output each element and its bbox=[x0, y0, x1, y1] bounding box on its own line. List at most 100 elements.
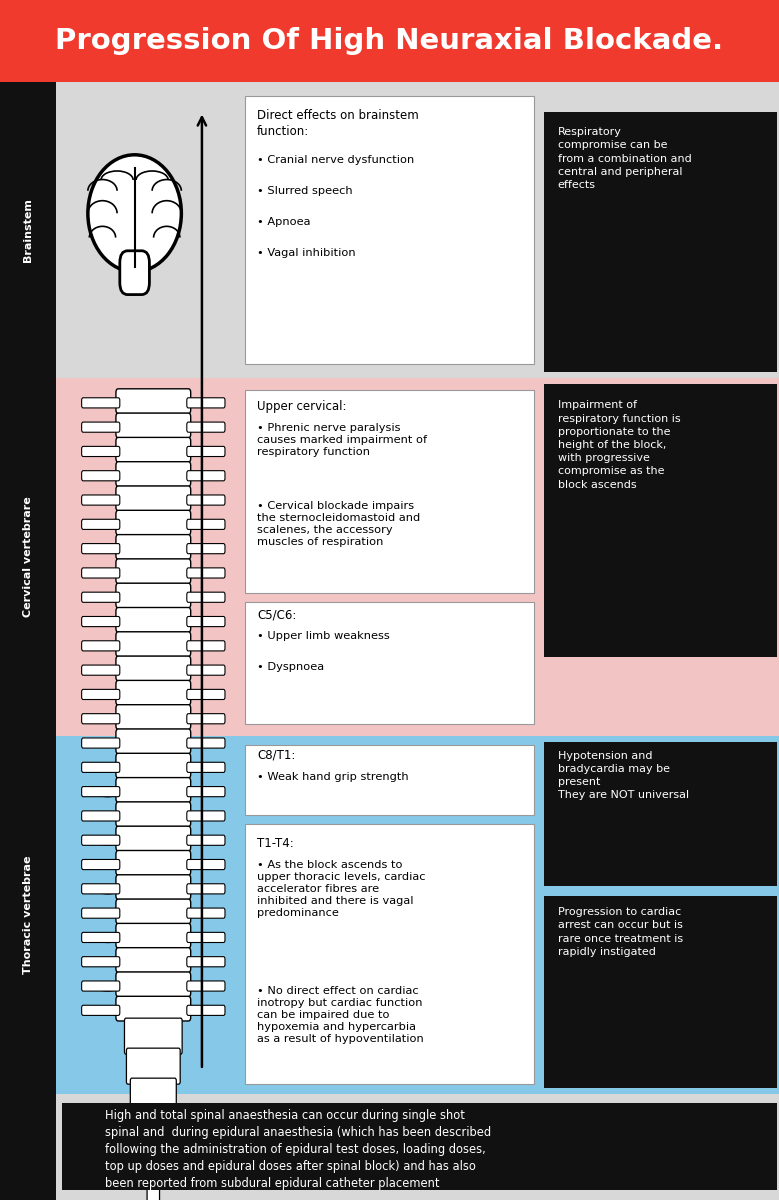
Text: Progression to cardiac
arrest can occur but is
rare once treatment is
rapidly in: Progression to cardiac arrest can occur … bbox=[558, 907, 683, 956]
FancyBboxPatch shape bbox=[187, 835, 225, 845]
FancyBboxPatch shape bbox=[187, 641, 225, 650]
Bar bbox=[0, 0, 779, 82]
FancyBboxPatch shape bbox=[187, 859, 225, 870]
Bar bbox=[0, 82, 56, 1200]
Bar bbox=[56, 378, 779, 736]
FancyBboxPatch shape bbox=[82, 956, 120, 967]
FancyBboxPatch shape bbox=[116, 631, 191, 656]
Text: Thoracic vertebrae: Thoracic vertebrae bbox=[23, 856, 33, 974]
FancyBboxPatch shape bbox=[82, 422, 120, 432]
Bar bbox=[245, 824, 534, 1084]
Text: Hypotension and
bradycardia may be
present
They are NOT universal: Hypotension and bradycardia may be prese… bbox=[558, 750, 689, 800]
FancyBboxPatch shape bbox=[116, 510, 191, 535]
Bar bbox=[62, 1103, 777, 1190]
Ellipse shape bbox=[97, 839, 118, 846]
Text: C8/T1:: C8/T1: bbox=[257, 749, 295, 762]
FancyBboxPatch shape bbox=[116, 389, 191, 414]
FancyBboxPatch shape bbox=[116, 851, 191, 875]
FancyBboxPatch shape bbox=[187, 932, 225, 942]
Bar bbox=[544, 384, 777, 658]
FancyBboxPatch shape bbox=[82, 446, 120, 456]
Text: • Weak hand grip strength: • Weak hand grip strength bbox=[257, 772, 408, 781]
FancyBboxPatch shape bbox=[116, 559, 191, 583]
FancyBboxPatch shape bbox=[82, 689, 120, 700]
FancyBboxPatch shape bbox=[82, 714, 120, 724]
FancyBboxPatch shape bbox=[187, 714, 225, 724]
FancyBboxPatch shape bbox=[116, 899, 191, 924]
Bar bbox=[245, 602, 534, 724]
FancyBboxPatch shape bbox=[116, 996, 191, 1021]
FancyBboxPatch shape bbox=[187, 665, 225, 676]
Text: T1-T4:: T1-T4: bbox=[257, 838, 294, 850]
Bar bbox=[544, 112, 777, 372]
FancyBboxPatch shape bbox=[82, 980, 120, 991]
FancyBboxPatch shape bbox=[125, 1018, 182, 1054]
FancyBboxPatch shape bbox=[116, 535, 191, 559]
FancyBboxPatch shape bbox=[187, 956, 225, 967]
FancyBboxPatch shape bbox=[116, 923, 191, 948]
Text: • No direct effect on cardiac
inotropy but cardiac function
can be impaired due : • No direct effect on cardiac inotropy b… bbox=[257, 986, 424, 1044]
Bar bbox=[56, 1093, 779, 1200]
Text: Cervical vertebrare: Cervical vertebrare bbox=[23, 497, 33, 617]
FancyBboxPatch shape bbox=[187, 980, 225, 991]
Text: • Cranial nerve dysfunction: • Cranial nerve dysfunction bbox=[257, 155, 414, 164]
FancyBboxPatch shape bbox=[82, 883, 120, 894]
Bar bbox=[245, 745, 534, 815]
FancyBboxPatch shape bbox=[147, 1168, 160, 1200]
FancyBboxPatch shape bbox=[82, 932, 120, 942]
FancyBboxPatch shape bbox=[82, 397, 120, 408]
FancyBboxPatch shape bbox=[187, 786, 225, 797]
Text: • Phrenic nerve paralysis
causes marked impairment of
respiratory function: • Phrenic nerve paralysis causes marked … bbox=[257, 422, 427, 457]
FancyBboxPatch shape bbox=[187, 397, 225, 408]
FancyBboxPatch shape bbox=[82, 470, 120, 481]
FancyBboxPatch shape bbox=[116, 607, 191, 632]
FancyBboxPatch shape bbox=[116, 704, 191, 730]
FancyBboxPatch shape bbox=[187, 446, 225, 456]
FancyBboxPatch shape bbox=[82, 738, 120, 748]
Ellipse shape bbox=[97, 984, 118, 991]
Ellipse shape bbox=[97, 790, 118, 797]
Bar bbox=[544, 742, 777, 886]
FancyBboxPatch shape bbox=[116, 413, 191, 438]
FancyBboxPatch shape bbox=[82, 811, 120, 821]
FancyBboxPatch shape bbox=[187, 908, 225, 918]
Ellipse shape bbox=[97, 887, 118, 894]
FancyBboxPatch shape bbox=[82, 494, 120, 505]
FancyBboxPatch shape bbox=[82, 544, 120, 553]
FancyBboxPatch shape bbox=[136, 1108, 171, 1144]
FancyBboxPatch shape bbox=[82, 520, 120, 529]
Bar bbox=[245, 96, 534, 364]
FancyBboxPatch shape bbox=[82, 786, 120, 797]
FancyBboxPatch shape bbox=[116, 462, 191, 486]
FancyBboxPatch shape bbox=[82, 835, 120, 845]
FancyBboxPatch shape bbox=[116, 972, 191, 997]
FancyBboxPatch shape bbox=[187, 811, 225, 821]
Text: • Slurred speech: • Slurred speech bbox=[257, 186, 353, 196]
Bar bbox=[544, 895, 777, 1087]
FancyBboxPatch shape bbox=[116, 948, 191, 972]
Text: • Cervical blockade impairs
the sternocleidomastoid and
scalenes, the accessory
: • Cervical blockade impairs the sternocl… bbox=[257, 502, 420, 547]
Bar bbox=[56, 736, 779, 1093]
Text: Progression Of High Neuraxial Blockade.: Progression Of High Neuraxial Blockade. bbox=[55, 26, 724, 55]
FancyBboxPatch shape bbox=[187, 520, 225, 529]
Text: • As the block ascends to
upper thoracic levels, cardiac
accelerator fibres are
: • As the block ascends to upper thoracic… bbox=[257, 860, 425, 918]
FancyBboxPatch shape bbox=[82, 1006, 120, 1015]
FancyBboxPatch shape bbox=[120, 251, 150, 294]
FancyBboxPatch shape bbox=[187, 568, 225, 578]
FancyBboxPatch shape bbox=[82, 762, 120, 773]
Text: C5/C6:: C5/C6: bbox=[257, 608, 296, 622]
Text: • Vagal inhibition: • Vagal inhibition bbox=[257, 247, 355, 258]
Text: High and total spinal anaesthesia can occur during single shot
spinal and  durin: High and total spinal anaesthesia can oc… bbox=[105, 1109, 492, 1189]
FancyBboxPatch shape bbox=[142, 1138, 164, 1174]
FancyBboxPatch shape bbox=[116, 438, 191, 462]
FancyBboxPatch shape bbox=[187, 494, 225, 505]
FancyBboxPatch shape bbox=[187, 422, 225, 432]
Text: • Upper limb weakness: • Upper limb weakness bbox=[257, 631, 390, 641]
Bar bbox=[245, 390, 534, 593]
FancyBboxPatch shape bbox=[187, 689, 225, 700]
Text: Impairment of
respiratory function is
proportionate to the
height of the block,
: Impairment of respiratory function is pr… bbox=[558, 401, 680, 490]
Text: Upper cervical:: Upper cervical: bbox=[257, 400, 347, 413]
FancyBboxPatch shape bbox=[116, 656, 191, 680]
Text: • Apnoea: • Apnoea bbox=[257, 217, 310, 227]
FancyBboxPatch shape bbox=[187, 470, 225, 481]
